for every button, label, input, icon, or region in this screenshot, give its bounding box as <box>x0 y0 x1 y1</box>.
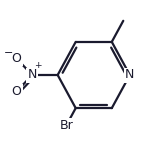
Text: O: O <box>12 85 22 98</box>
Text: N: N <box>28 69 37 81</box>
Text: O: O <box>12 52 22 65</box>
Text: −: − <box>4 48 13 58</box>
Text: +: + <box>34 61 42 70</box>
Text: N: N <box>125 69 135 81</box>
Text: Br: Br <box>59 119 73 132</box>
